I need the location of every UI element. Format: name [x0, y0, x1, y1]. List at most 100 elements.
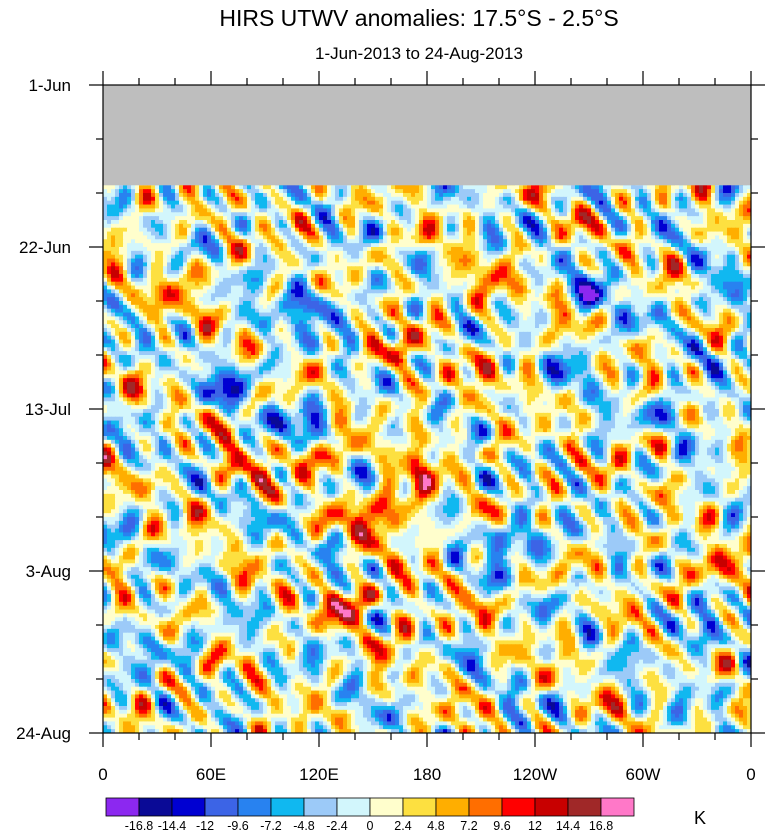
heatmap-cell	[447, 196, 452, 202]
heatmap-cell	[503, 200, 508, 206]
heatmap-cell	[515, 196, 520, 202]
heatmap-cell	[419, 200, 424, 206]
heatmap-cell	[347, 189, 352, 194]
heatmap-cell	[367, 185, 372, 190]
heatmap-cell	[367, 189, 372, 194]
heatmap-cell	[303, 189, 308, 194]
heatmap-cell	[139, 200, 144, 206]
heatmap-cell	[259, 200, 264, 206]
heatmap-cell	[431, 196, 436, 202]
heatmap-cell	[595, 189, 600, 194]
heatmap-cell	[495, 189, 500, 194]
heatmap-cell	[675, 196, 680, 202]
heatmap-cell	[719, 196, 724, 202]
heatmap-cell	[103, 196, 108, 202]
heatmap-cell	[499, 193, 504, 198]
heatmap-cell	[255, 189, 260, 194]
heatmap-cell	[563, 189, 568, 194]
heatmap-cell	[603, 200, 608, 206]
heatmap-cell	[283, 196, 288, 202]
heatmap-cell	[335, 196, 340, 202]
heatmap-cell	[315, 196, 320, 202]
heatmap-cell	[487, 185, 492, 190]
heatmap-cell	[499, 185, 504, 190]
heatmap-cell	[275, 196, 280, 202]
heatmap-cell	[743, 189, 748, 194]
heatmap-cell	[187, 189, 192, 194]
heatmap-cell	[559, 185, 564, 190]
heatmap-cell	[187, 200, 192, 206]
heatmap-cell	[255, 185, 260, 190]
heatmap-cell	[431, 193, 436, 198]
heatmap-cell	[631, 200, 636, 206]
heatmap-cell	[295, 200, 300, 206]
heatmap-cell	[571, 185, 576, 190]
heatmap-cell	[603, 185, 608, 190]
heatmap-cell	[239, 196, 244, 202]
heatmap-cell	[299, 185, 304, 190]
heatmap-cell	[623, 185, 628, 190]
heatmap-cell	[375, 193, 380, 198]
heatmap-cell	[479, 185, 484, 190]
heatmap-cell	[483, 189, 488, 194]
heatmap-cell	[699, 185, 704, 190]
heatmap-cell	[467, 189, 472, 194]
heatmap-cell	[491, 200, 496, 206]
heatmap-cell	[251, 193, 256, 198]
heatmap-cell	[267, 189, 272, 194]
heatmap-cell	[511, 196, 516, 202]
heatmap-cell	[287, 185, 292, 190]
heatmap-cell	[135, 185, 140, 190]
heatmap-cell	[467, 196, 472, 202]
heatmap-cell	[571, 200, 576, 206]
heatmap-cell	[407, 193, 412, 198]
heatmap-cell	[703, 185, 708, 190]
heatmap-cell	[639, 200, 644, 206]
heatmap-cell	[503, 193, 508, 198]
heatmap-cell	[723, 185, 728, 190]
heatmap-cell	[519, 196, 524, 202]
heatmap-cell	[363, 189, 368, 194]
heatmap-cell	[147, 196, 152, 202]
heatmap-cell	[283, 200, 288, 206]
heatmap-cell	[499, 200, 504, 206]
heatmap-cell	[307, 200, 312, 206]
heatmap-cell	[183, 196, 188, 202]
heatmap-cell	[463, 185, 468, 190]
heatmap-cell	[511, 189, 516, 194]
heatmap-cell	[135, 200, 140, 206]
heatmap-cell	[635, 200, 640, 206]
heatmap-cell	[543, 200, 548, 206]
heatmap-cell	[227, 196, 232, 202]
heatmap-cell	[135, 196, 140, 202]
heatmap-cell	[663, 189, 668, 194]
heatmap-cell	[123, 189, 128, 194]
heatmap-cell	[151, 200, 156, 206]
heatmap-cell	[567, 185, 572, 190]
heatmap-cell	[115, 189, 120, 194]
heatmap-cell	[515, 189, 520, 194]
heatmap-cell	[443, 189, 448, 194]
heatmap-cell	[183, 189, 188, 194]
heatmap-cell	[143, 193, 148, 198]
heatmap-cell	[535, 196, 540, 202]
heatmap-cell	[739, 189, 744, 194]
heatmap-cell	[595, 193, 600, 198]
heatmap-cell	[111, 185, 116, 190]
heatmap-cell	[659, 196, 664, 202]
heatmap-cell	[587, 193, 592, 198]
heatmap-cell	[503, 189, 508, 194]
heatmap-cell	[239, 185, 244, 190]
heatmap-cell	[455, 193, 460, 198]
heatmap-cell	[211, 185, 216, 190]
heatmap-cell	[691, 196, 696, 202]
heatmap-cell	[471, 189, 476, 194]
heatmap-cell	[711, 196, 716, 202]
heatmap-cell	[447, 189, 452, 194]
heatmap-cell	[687, 189, 692, 194]
heatmap-cell	[747, 189, 751, 194]
heatmap-cell	[303, 185, 308, 190]
heatmap-cell	[287, 196, 292, 202]
heatmap-cell	[247, 193, 252, 198]
heatmap-cell	[155, 193, 160, 198]
